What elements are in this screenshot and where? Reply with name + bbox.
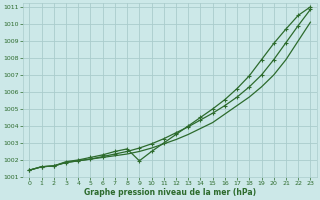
X-axis label: Graphe pression niveau de la mer (hPa): Graphe pression niveau de la mer (hPa)	[84, 188, 256, 197]
